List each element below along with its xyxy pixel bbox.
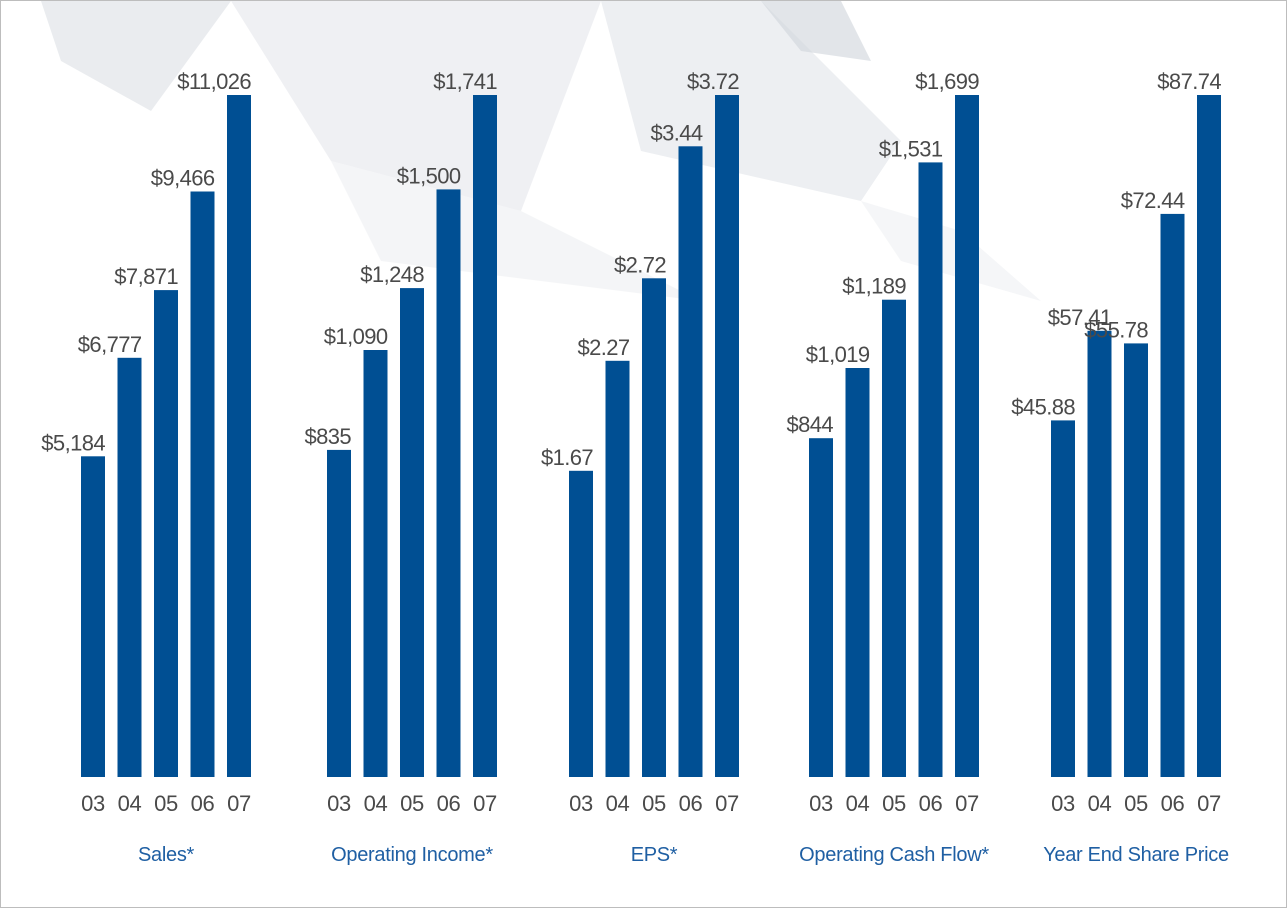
bar-charts-group: $5,184 03 $6,777 04 $7,871 05 $9,466 06 $11,026 0…: [41, 69, 1229, 866]
value-label-2-03: $1.67: [541, 445, 593, 470]
bar-2-03: [569, 470, 593, 777]
bar-1-06: [436, 189, 461, 777]
value-label-2-05: $2.72: [614, 252, 666, 277]
bar-0-05: [154, 290, 178, 777]
tick-label-3-07: 07: [955, 791, 979, 816]
bar-3-04: [845, 368, 870, 777]
tick-label-2-04: 04: [606, 791, 630, 816]
bar-2-05: [642, 278, 666, 777]
bar-3-03: [809, 438, 833, 777]
chart-2: $1.67 03 $2.27 04 $2.72 05 $3.44 06 $3.72 07 EPS*: [541, 69, 740, 866]
value-label-3-07: $1,699: [915, 69, 979, 94]
tick-label-0-05: 05: [154, 791, 178, 816]
chart-title-1: Operating Income*: [331, 844, 493, 866]
bar-3-05: [882, 299, 906, 777]
bar-1-05: [400, 288, 424, 777]
tick-label-4-03: 03: [1051, 791, 1075, 816]
chart-title-0: Sales*: [138, 844, 195, 866]
chart-4: $45.88 03 $57.41 04 $55.78 05 $72.44 06 $87.74 07…: [1011, 69, 1229, 866]
bar-0-03: [81, 456, 105, 777]
tick-label-2-03: 03: [569, 791, 593, 816]
tick-label-1-03: 03: [327, 791, 351, 816]
value-label-0-06: $9,466: [151, 166, 215, 191]
tick-label-1-06: 06: [437, 791, 461, 816]
tick-label-3-04: 04: [846, 791, 870, 816]
tick-label-1-05: 05: [400, 791, 424, 816]
value-label-1-05: $1,248: [360, 262, 424, 287]
value-label-2-07: $3.72: [687, 69, 739, 94]
bar-3-06: [918, 162, 943, 777]
value-label-3-04: $1,019: [806, 342, 870, 367]
bar-4-03: [1051, 420, 1075, 777]
value-label-4-03: $45.88: [1011, 394, 1075, 419]
tick-label-2-07: 07: [715, 791, 739, 816]
tick-label-4-06: 06: [1161, 791, 1185, 816]
tick-label-3-03: 03: [809, 791, 833, 816]
bar-0-06: [190, 191, 215, 777]
bar-2-04: [605, 360, 630, 777]
bar-3-07: [955, 95, 979, 777]
tick-label-0-03: 03: [81, 791, 105, 816]
bar-1-03: [327, 449, 351, 777]
value-label-4-06: $72.44: [1121, 188, 1185, 213]
tick-label-3-06: 06: [919, 791, 943, 816]
value-label-1-03: $835: [304, 424, 351, 449]
tick-label-4-04: 04: [1088, 791, 1112, 816]
value-label-4-04: $57.41: [1048, 305, 1112, 330]
value-label-0-05: $7,871: [114, 264, 178, 289]
tick-label-2-06: 06: [679, 791, 703, 816]
value-label-2-06: $3.44: [650, 120, 702, 145]
value-label-1-04: $1,090: [324, 324, 388, 349]
tick-label-0-06: 06: [191, 791, 215, 816]
value-label-0-03: $5,184: [41, 430, 105, 455]
chart-title-3: Operating Cash Flow*: [799, 844, 989, 866]
background-jet-decoration: [41, 1, 1041, 301]
bar-4-06: [1160, 213, 1185, 777]
tick-label-0-07: 07: [227, 791, 251, 816]
value-label-0-04: $6,777: [78, 332, 142, 357]
value-label-1-06: $1,500: [397, 163, 461, 188]
bar-4-05: [1124, 343, 1148, 777]
bar-1-04: [363, 350, 388, 777]
value-label-3-05: $1,189: [842, 274, 906, 299]
bar-0-07: [227, 95, 251, 777]
value-label-4-05: $55.78: [1084, 317, 1148, 342]
chart-3: $844 03 $1,019 04 $1,189 05 $1,531 06 $1,699 07 Op…: [786, 69, 989, 866]
bar-0-04: [117, 357, 142, 777]
value-label-3-06: $1,531: [879, 136, 943, 161]
tick-label-4-05: 05: [1124, 791, 1148, 816]
bar-4-04: [1087, 330, 1112, 777]
chart-title-4: Year End Share Price: [1043, 844, 1229, 866]
bar-2-06: [678, 146, 703, 778]
tick-label-2-05: 05: [642, 791, 666, 816]
tick-label-4-07: 07: [1197, 791, 1221, 816]
tick-label-0-04: 04: [118, 791, 142, 816]
bar-1-07: [473, 95, 497, 777]
chart-0: $5,184 03 $6,777 04 $7,871 05 $9,466 06 $11,026 0…: [41, 69, 252, 866]
value-label-1-07: $1,741: [433, 69, 497, 94]
chart-1: $835 03 $1,090 04 $1,248 05 $1,500 06 $1,741 07 Op…: [304, 69, 497, 866]
value-label-0-07: $11,026: [177, 69, 251, 94]
tick-label-1-07: 07: [473, 791, 497, 816]
chart-title-2: EPS*: [631, 844, 678, 866]
value-label-2-04: $2.27: [577, 335, 629, 360]
tick-label-3-05: 05: [882, 791, 906, 816]
value-label-4-07: $87.74: [1157, 69, 1221, 94]
value-label-3-03: $844: [786, 412, 833, 437]
bar-4-07: [1197, 95, 1221, 777]
tick-label-1-04: 04: [364, 791, 388, 816]
bar-2-07: [715, 95, 739, 777]
